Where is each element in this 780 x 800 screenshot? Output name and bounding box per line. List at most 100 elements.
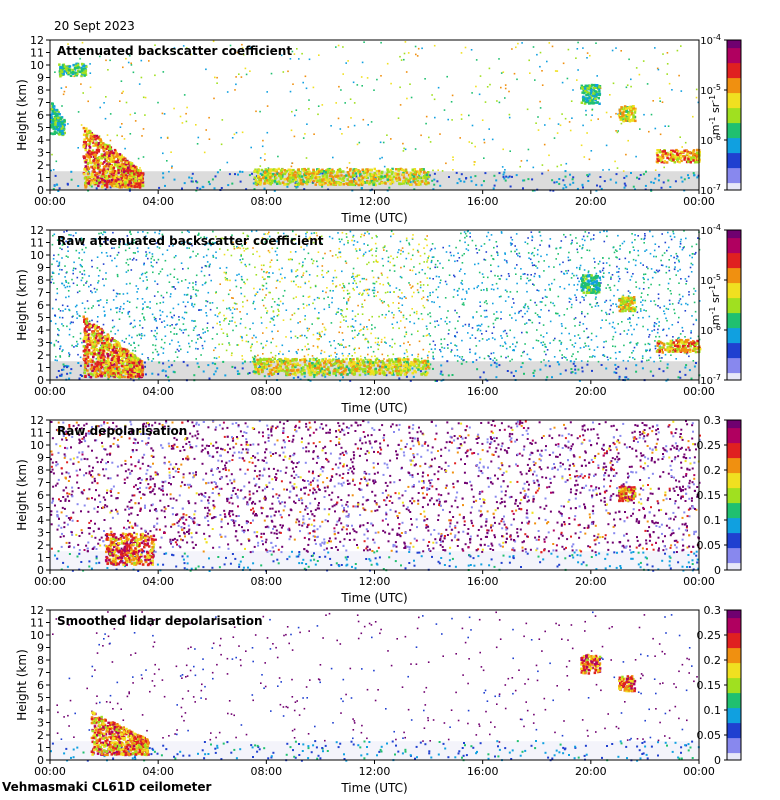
noise-point bbox=[496, 251, 498, 253]
cloud-point bbox=[325, 176, 329, 179]
noise-point bbox=[690, 332, 692, 334]
noise-point bbox=[240, 275, 243, 278]
noise-point bbox=[599, 185, 602, 188]
noise-point bbox=[226, 278, 228, 280]
noise-point bbox=[566, 77, 569, 80]
cloud-point bbox=[355, 182, 358, 185]
noise-point bbox=[76, 317, 78, 319]
noise-point bbox=[173, 276, 175, 278]
noise-point bbox=[162, 152, 164, 155]
noise-point bbox=[582, 124, 584, 127]
noise-point bbox=[500, 72, 503, 74]
cloud-point bbox=[61, 129, 64, 132]
noise-point bbox=[583, 330, 585, 333]
noise-point bbox=[504, 179, 507, 182]
cloud-point bbox=[294, 183, 297, 187]
cloud-point bbox=[268, 169, 272, 172]
noise-point bbox=[75, 345, 77, 347]
noise-point bbox=[234, 321, 236, 324]
colorbar: 10-710-610-510-4m-1 sr-1 bbox=[700, 33, 742, 197]
noise-point bbox=[247, 235, 250, 238]
cloud-point bbox=[362, 171, 366, 175]
noise-point bbox=[391, 338, 394, 341]
cloud-point bbox=[656, 157, 659, 160]
noise-point bbox=[532, 166, 535, 169]
noise-point bbox=[289, 90, 292, 93]
noise-point bbox=[671, 339, 674, 341]
noise-point bbox=[537, 116, 539, 118]
noise-point bbox=[657, 328, 659, 331]
noise-point bbox=[456, 182, 459, 185]
cloud-point bbox=[51, 118, 55, 121]
cloud-point bbox=[696, 148, 699, 152]
cloud-point bbox=[298, 176, 301, 179]
noise-point bbox=[345, 320, 347, 322]
cloud-point bbox=[124, 178, 127, 182]
noise-point bbox=[79, 374, 82, 376]
noise-point bbox=[361, 303, 363, 306]
cloud-point bbox=[110, 160, 113, 163]
noise-point bbox=[175, 323, 177, 326]
noise-point bbox=[696, 176, 699, 179]
noise-point bbox=[199, 336, 202, 339]
cloud-point bbox=[266, 171, 270, 175]
noise-point bbox=[616, 256, 618, 259]
cloud-point bbox=[56, 113, 59, 117]
noise-point bbox=[146, 279, 148, 281]
noise-point bbox=[453, 254, 455, 257]
noise-point bbox=[379, 298, 381, 301]
cloud-point bbox=[126, 162, 130, 165]
noise-point bbox=[233, 308, 236, 310]
noise-point bbox=[674, 266, 676, 268]
noise-point bbox=[219, 240, 221, 243]
cloud-point bbox=[692, 149, 696, 152]
cloud-point bbox=[285, 169, 289, 173]
noise-point bbox=[51, 278, 54, 281]
noise-point bbox=[423, 252, 426, 255]
noise-point bbox=[290, 129, 293, 132]
noise-point bbox=[612, 246, 615, 248]
noise-point bbox=[615, 256, 617, 258]
noise-point bbox=[600, 187, 603, 190]
noise-point bbox=[537, 129, 540, 131]
cloud-point bbox=[372, 183, 375, 186]
noise-point bbox=[663, 252, 666, 254]
cloud-point bbox=[294, 174, 297, 178]
noise-point bbox=[458, 270, 461, 272]
noise-point bbox=[238, 372, 241, 375]
noise-point bbox=[291, 239, 294, 242]
noise-point bbox=[324, 375, 327, 378]
cloud-point bbox=[346, 171, 350, 174]
noise-point bbox=[57, 265, 59, 267]
noise-point bbox=[570, 306, 573, 309]
noise-point bbox=[498, 364, 501, 367]
noise-point bbox=[205, 129, 207, 131]
cloud-point bbox=[59, 124, 62, 128]
noise-point bbox=[239, 240, 242, 242]
y-tick-label: 2 bbox=[37, 159, 44, 172]
noise-point bbox=[362, 292, 364, 295]
noise-point bbox=[667, 179, 670, 182]
cloud-point bbox=[403, 180, 407, 183]
noise-point bbox=[264, 153, 266, 155]
cloud-point bbox=[268, 170, 271, 174]
noise-point bbox=[226, 335, 229, 337]
noise-point bbox=[500, 355, 502, 358]
noise-point bbox=[511, 317, 513, 319]
noise-point bbox=[61, 257, 63, 259]
noise-point bbox=[476, 252, 479, 254]
noise-point bbox=[214, 76, 216, 79]
cloud-point bbox=[582, 87, 585, 90]
noise-point bbox=[504, 169, 506, 171]
cloud-point bbox=[402, 170, 406, 173]
cloud-point bbox=[59, 132, 63, 135]
noise-scatter bbox=[50, 230, 701, 363]
noise-point bbox=[605, 311, 607, 314]
noise-point bbox=[381, 156, 383, 159]
noise-point bbox=[590, 339, 593, 341]
noise-point bbox=[139, 240, 141, 243]
cloud-point bbox=[89, 133, 93, 137]
noise-point bbox=[653, 329, 656, 331]
y-tick-label: 4 bbox=[37, 134, 44, 147]
noise-point bbox=[152, 271, 154, 274]
